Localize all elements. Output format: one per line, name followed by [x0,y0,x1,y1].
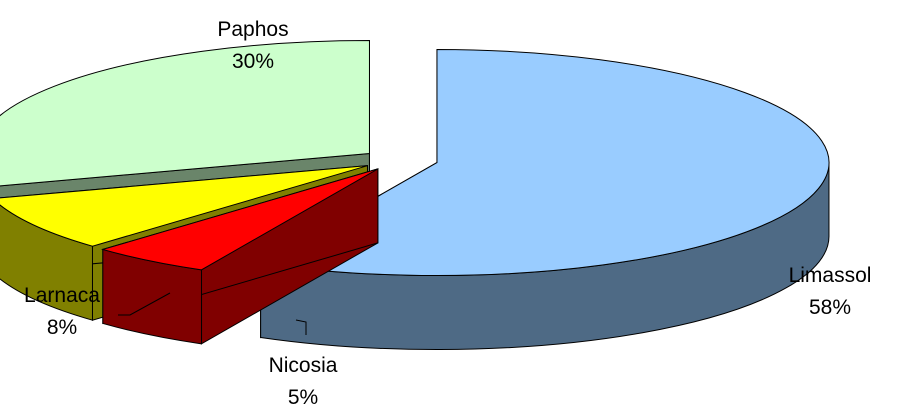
label-name: Larnaca [24,284,100,307]
label-nicosia: Nicosia 5% [269,354,338,409]
pie-slices [0,39,830,351]
label-value: 30% [232,50,274,73]
label-paphos: Paphos 30% [217,18,288,73]
leader-line-nicosia [295,319,307,335]
label-value: 8% [47,316,77,339]
label-value: 5% [288,386,318,409]
label-name: Paphos [217,18,288,41]
slice-top-limassol [259,49,830,277]
leader-line-larnaca [118,292,171,316]
label-value: 58% [809,296,851,319]
data-labels: Limassol 58% Nicosia 5% Larnaca 8% Paphos 30% [24,18,871,409]
slice-top-nicosia [101,168,379,271]
leader-lines [118,292,307,335]
slice-nicosia [101,168,379,345]
label-larnaca: Larnaca 8% [24,284,100,339]
label-name: Limassol [789,264,872,287]
slice-top-larnaca [0,165,368,247]
slice-top-paphos [0,39,370,187]
label-limassol: Limassol 58% [789,264,872,319]
label-name: Nicosia [269,354,338,377]
